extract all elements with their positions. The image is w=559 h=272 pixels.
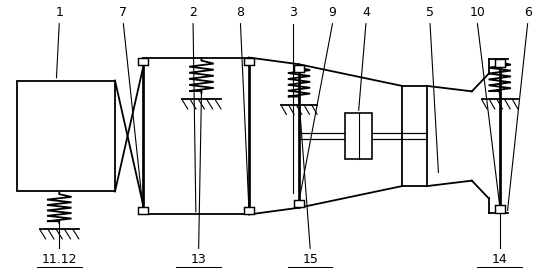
Bar [294,200,304,208]
Text: 1: 1 [55,6,63,19]
Text: 13: 13 [191,253,206,266]
Bar [495,205,505,213]
Text: 9: 9 [329,6,337,19]
Text: 8: 8 [236,6,244,19]
Text: 4: 4 [362,6,370,19]
Text: 3: 3 [290,6,297,19]
Bar [17,81,115,191]
Text: 6: 6 [524,6,532,19]
Bar [294,64,304,72]
Text: 10: 10 [470,6,485,19]
Bar [244,207,254,214]
Text: 7: 7 [120,6,127,19]
Bar [244,58,254,65]
Bar [138,207,148,214]
Text: 11.12: 11.12 [41,253,77,266]
Bar [138,58,148,65]
Bar [345,113,372,159]
Text: 5: 5 [426,6,434,19]
Text: 15: 15 [302,253,318,266]
Bar [495,59,505,67]
Text: 2: 2 [189,6,197,19]
Text: 14: 14 [492,253,508,266]
